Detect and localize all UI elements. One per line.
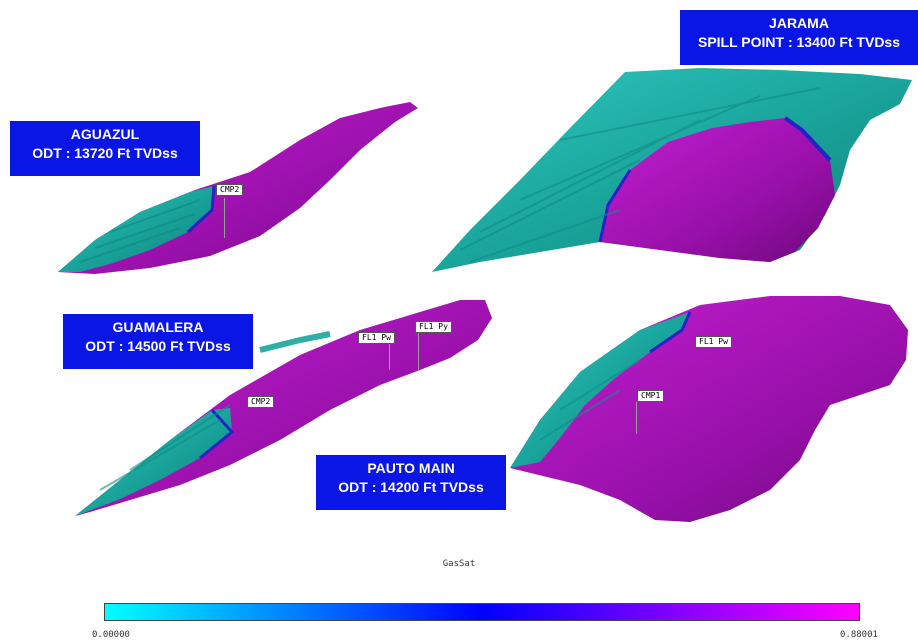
field-label-pauto: PAUTO MAIN ODT : 14200 Ft TVDss <box>316 455 506 510</box>
well-trajectory <box>418 332 419 370</box>
well-tag-aguazul-cmp2[interactable]: CMP2 <box>216 184 244 196</box>
well-tag-guamalera-cmp2[interactable]: CMP2 <box>247 396 275 408</box>
field-contact: ODT : 14500 Ft TVDss <box>85 338 231 354</box>
field-contact: SPILL POINT : 13400 Ft TVDss <box>697 34 901 50</box>
well-trajectory <box>389 340 390 370</box>
colorbar-gradient <box>104 603 860 621</box>
guamalera-reservoir-body <box>75 300 492 516</box>
colorbar-title: GasSat <box>442 559 476 569</box>
colorbar-max-label: 0.88001 <box>840 630 878 640</box>
field-name: AGUAZUL <box>70 126 140 142</box>
field-name: PAUTO MAIN <box>367 460 455 476</box>
field-label-aguazul: AGUAZUL ODT : 13720 Ft TVDss <box>10 121 200 176</box>
pauto-reservoir-body <box>510 296 908 522</box>
field-name: GUAMALERA <box>112 319 204 335</box>
jarama-reservoir-body <box>432 68 912 272</box>
field-label-guamalera: GUAMALERA ODT : 14500 Ft TVDss <box>63 314 253 369</box>
colorbar-min-label: 0.00000 <box>92 630 130 640</box>
well-trajectory <box>224 198 225 238</box>
field-contact: ODT : 14200 Ft TVDss <box>338 479 484 495</box>
well-tag-guamalera-fl1pw[interactable]: FL1 Pw <box>358 332 395 344</box>
well-tag-pauto-cmp1[interactable]: CMP1 <box>637 390 665 402</box>
field-label-jarama: JARAMA SPILL POINT : 13400 Ft TVDss <box>680 10 918 65</box>
field-name: JARAMA <box>769 15 829 31</box>
well-trajectory <box>636 402 637 434</box>
well-tag-pauto-fl1pw[interactable]: FL1 Pw <box>695 336 732 348</box>
field-contact: ODT : 13720 Ft TVDss <box>32 145 178 161</box>
well-tag-guamalera-fl1py[interactable]: FL1 Py <box>415 321 452 333</box>
